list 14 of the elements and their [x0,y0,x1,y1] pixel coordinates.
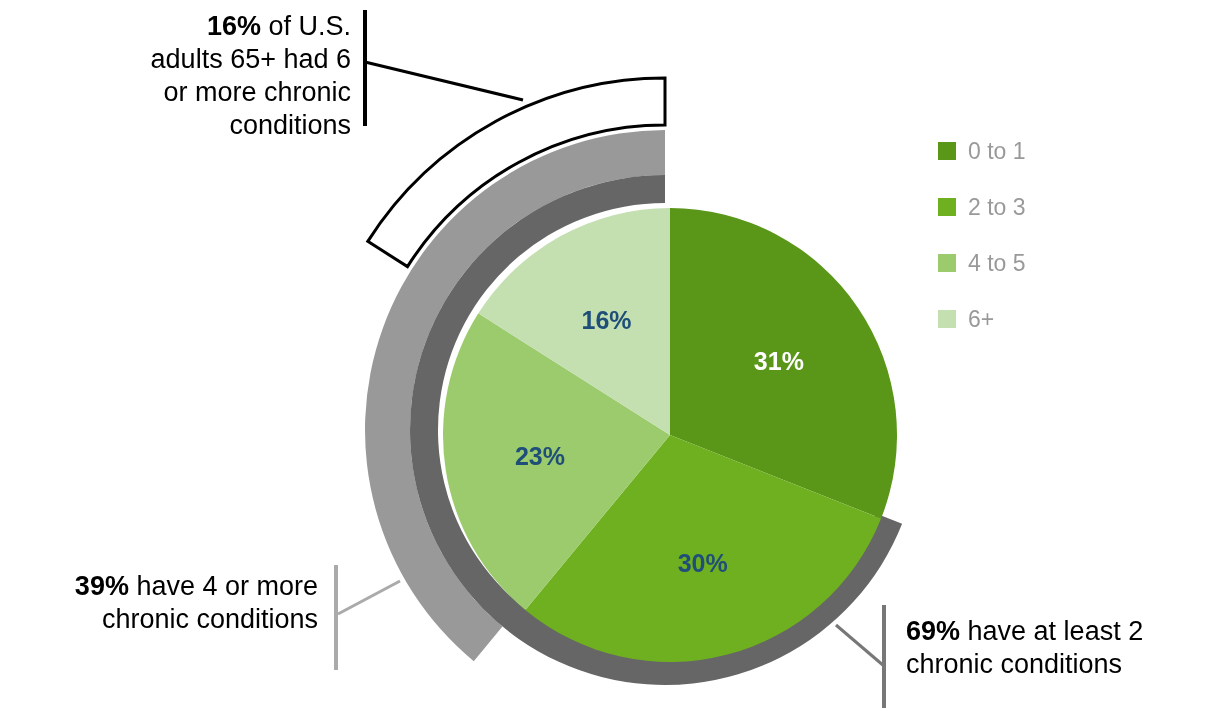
legend-label: 2 to 3 [968,193,1026,221]
text: 69% have at least 2 chronic conditions [906,616,1144,679]
legend-label: 6+ [968,305,995,333]
data-label: 23% [514,441,565,470]
data-label: 31% [753,347,804,375]
pie-slice [670,208,897,519]
pie-slice [443,313,670,610]
legend-label: 0 to 1 [968,137,1026,165]
legend-label: 4 to 5 [968,249,1026,277]
pie-slice [478,208,670,435]
data-label: 30% [677,548,728,577]
data-label: 16% [581,305,632,334]
text: 16% of U.S. adults 65+ had 6 or more chronic conditions [150,11,351,140]
text: 39% have 4 or more chronic conditions [74,571,318,634]
